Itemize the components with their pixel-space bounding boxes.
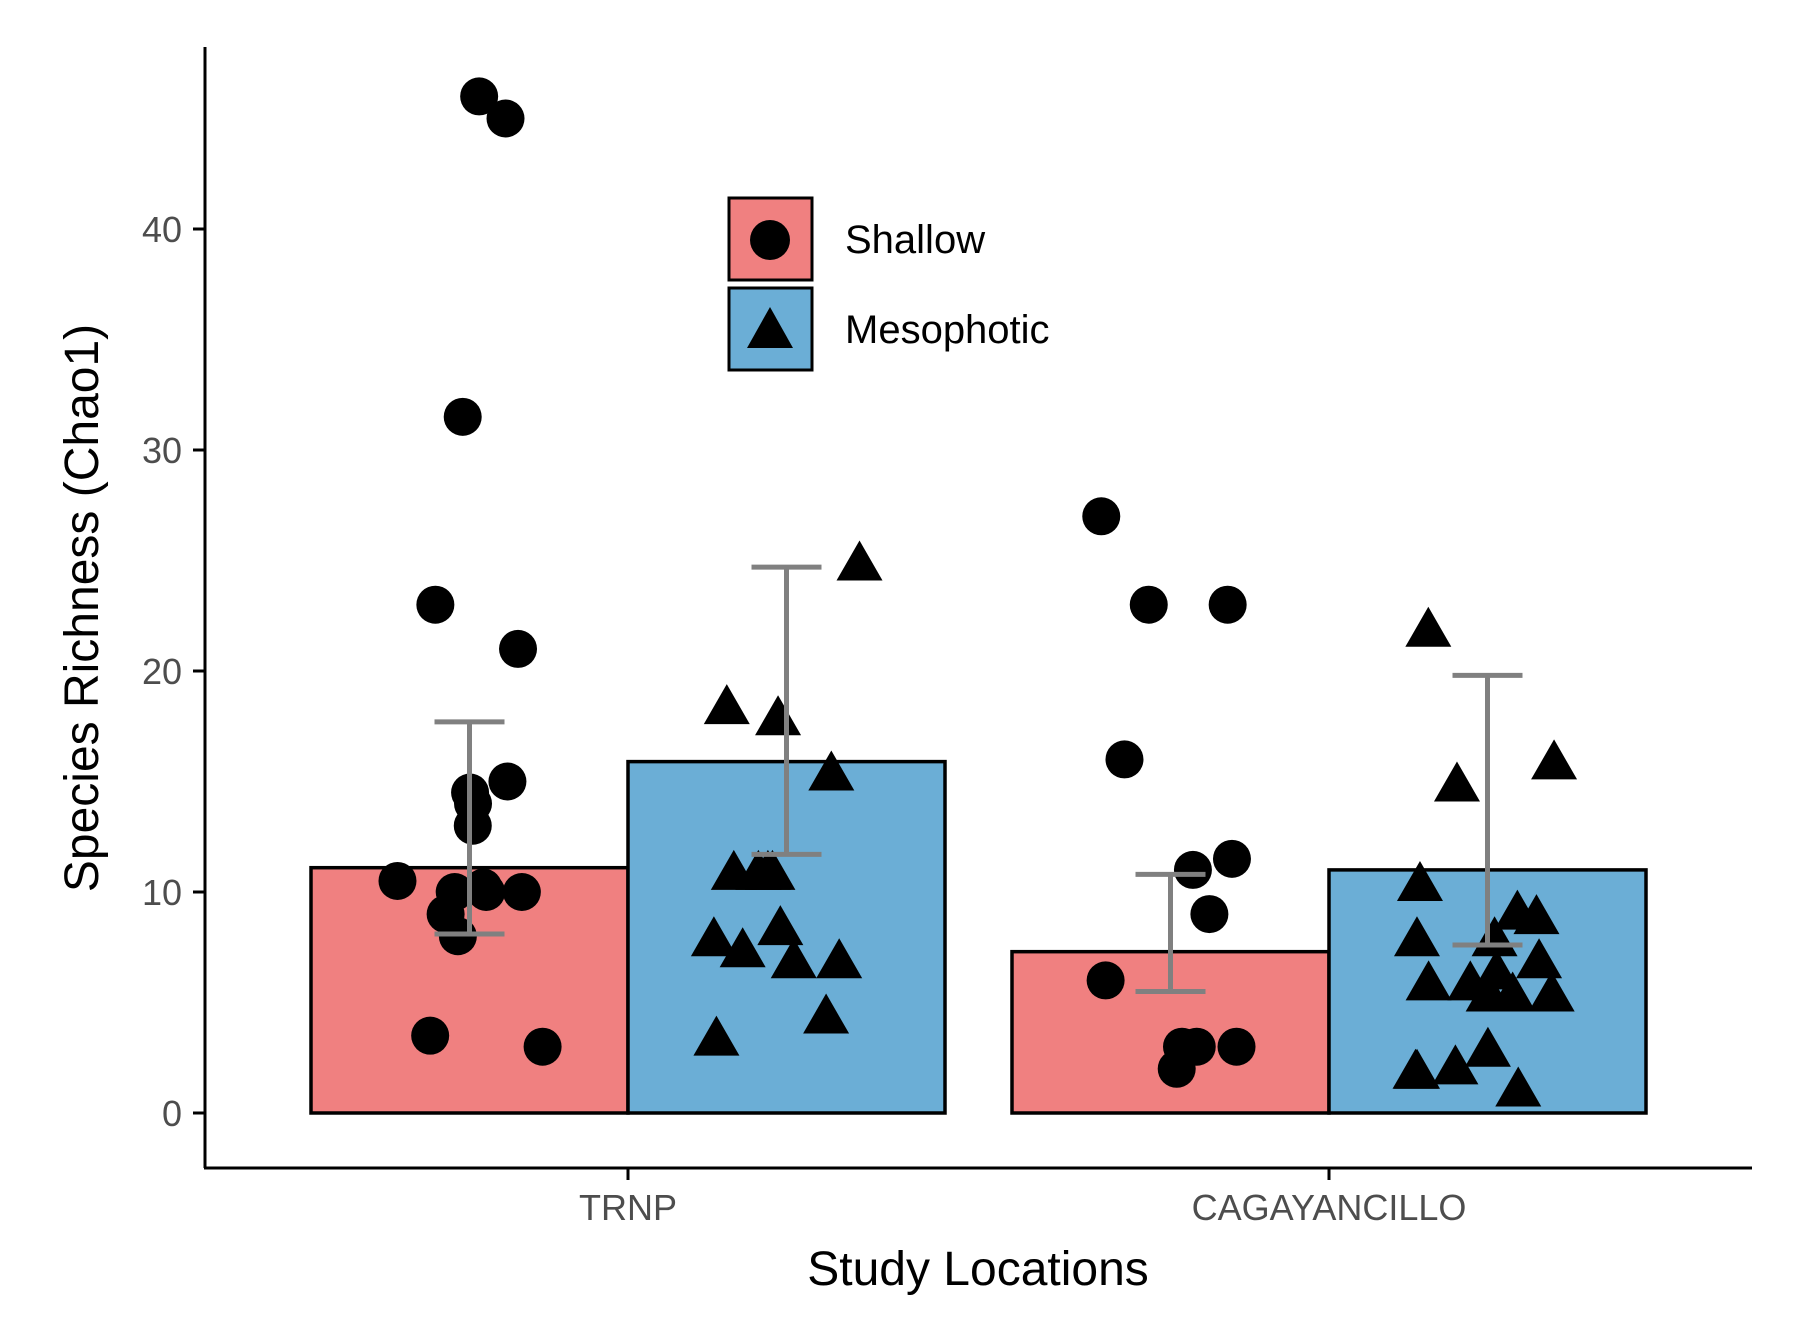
legend-label-shallow: Shallow xyxy=(845,218,985,262)
data-point-mesophotic xyxy=(1495,1066,1542,1107)
data-point-shallow xyxy=(1212,839,1251,878)
data-point-shallow xyxy=(1105,740,1144,779)
data-point-mesophotic xyxy=(816,938,863,979)
x-axis-ticks: TRNP CAGAYANCILLO xyxy=(579,1168,1466,1228)
error-bar-shallow xyxy=(434,719,505,937)
data-point-shallow xyxy=(1082,497,1121,536)
x-tick-label: TRNP xyxy=(579,1187,677,1228)
data-point-shallow xyxy=(416,585,455,624)
data-point-mesophotic xyxy=(1432,1044,1479,1085)
data-point-shallow xyxy=(467,873,506,911)
data-point-mesophotic xyxy=(836,540,883,581)
data-point-shallow xyxy=(1217,1027,1256,1066)
data-point-shallow xyxy=(453,806,492,845)
data-point-shallow xyxy=(460,77,499,116)
data-point-mesophotic xyxy=(1433,761,1480,802)
data-point-mesophotic xyxy=(770,938,817,979)
data-point-shallow xyxy=(523,1027,562,1066)
legend-marker-triangle xyxy=(747,307,793,348)
data-point-mesophotic xyxy=(755,695,802,736)
data-point-shallow xyxy=(488,762,527,801)
data-point-mesophotic xyxy=(1405,960,1452,1001)
legend-label-mesophotic: Mesophotic xyxy=(845,308,1050,352)
error-bar-mesophotic xyxy=(751,564,822,857)
data-point-shallow xyxy=(499,629,538,668)
data-point-mesophotic xyxy=(1516,938,1563,979)
data-point-mesophotic xyxy=(1405,606,1452,647)
plot-area xyxy=(309,77,1648,1115)
y-axis-title: Species Richness (Chao1) xyxy=(56,324,109,892)
y-tick-label: 0 xyxy=(162,1093,182,1134)
data-point-mesophotic xyxy=(757,905,804,946)
data-point-mesophotic xyxy=(1531,739,1578,780)
data-point-mesophotic xyxy=(808,750,855,791)
data-point-shallow xyxy=(378,861,417,900)
y-tick-label: 10 xyxy=(142,872,182,913)
data-point-mesophotic xyxy=(1393,916,1440,957)
data-point-shallow xyxy=(443,397,482,436)
data-point-shallow xyxy=(1173,850,1212,889)
data-point-shallow xyxy=(1086,961,1125,1000)
legend-marker-circle xyxy=(750,220,790,260)
error-bar-mesophotic xyxy=(1452,672,1523,948)
data-point-mesophotic xyxy=(1394,1048,1441,1089)
y-tick-label: 20 xyxy=(142,651,182,692)
data-point-mesophotic xyxy=(803,993,850,1034)
data-point-shallow xyxy=(1157,1049,1196,1088)
data-point-mesophotic xyxy=(703,684,750,725)
data-point-mesophotic xyxy=(710,849,757,890)
data-point-mesophotic xyxy=(1513,894,1560,935)
data-point-mesophotic xyxy=(1396,860,1443,901)
x-axis-title: Study Locations xyxy=(807,1243,1149,1296)
data-point-shallow xyxy=(502,873,541,911)
x-tick-label: CAGAYANCILLO xyxy=(1192,1187,1467,1228)
legend: Shallow Mesophotic xyxy=(727,196,1050,372)
data-point-shallow xyxy=(1129,585,1168,624)
data-point-shallow xyxy=(411,1016,450,1055)
data-point-mesophotic xyxy=(1489,971,1536,1012)
y-tick-label: 40 xyxy=(142,209,182,250)
data-point-mesophotic xyxy=(1464,1026,1511,1067)
y-axis-ticks: 0 10 20 30 40 xyxy=(142,209,205,1134)
data-point-shallow xyxy=(486,99,525,138)
data-point-mesophotic xyxy=(690,916,737,957)
data-point-mesophotic xyxy=(1528,971,1575,1012)
data-point-shallow xyxy=(1208,585,1247,624)
y-tick-label: 30 xyxy=(142,430,182,471)
error-bar-shallow xyxy=(1135,871,1206,994)
data-point-mesophotic xyxy=(693,1015,740,1056)
data-point-mesophotic xyxy=(719,927,766,968)
data-point-mesophotic xyxy=(744,849,791,890)
data-point-shallow xyxy=(1190,895,1229,934)
